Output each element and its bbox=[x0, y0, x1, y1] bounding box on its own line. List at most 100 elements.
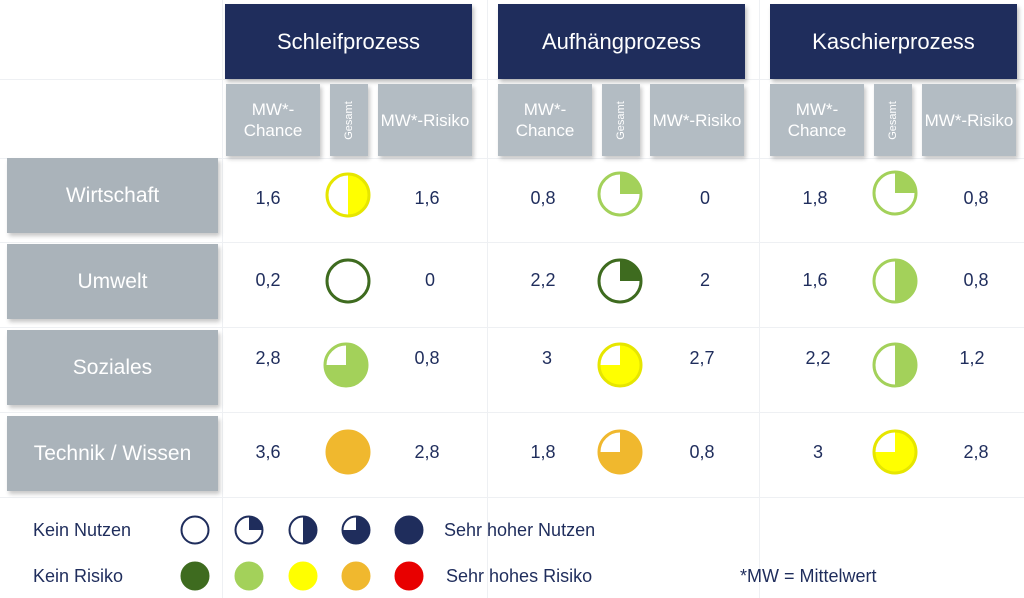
risiko-value: 0 bbox=[699, 188, 710, 208]
row-label-umwelt: Umwelt bbox=[7, 244, 218, 319]
chance-header-3: MW*-Chance bbox=[770, 84, 864, 156]
ball-fill bbox=[327, 431, 369, 473]
ball-fill bbox=[235, 562, 263, 590]
legend-risiko-dot bbox=[288, 561, 318, 591]
chance-header-1: MW*-Chance bbox=[226, 84, 320, 156]
risiko-value: 2,7 bbox=[689, 348, 715, 368]
chance-value: 1,6 bbox=[802, 270, 828, 290]
ball-outline bbox=[872, 170, 918, 216]
ball-fill bbox=[599, 431, 641, 473]
ball-outline bbox=[341, 515, 371, 545]
ball-fill bbox=[325, 344, 367, 386]
harvey-ball bbox=[323, 342, 369, 388]
ball-outline bbox=[323, 342, 369, 388]
ball-outline bbox=[872, 258, 918, 304]
legend-sehr-hohes-risiko: Sehr hohes Risiko bbox=[446, 566, 593, 586]
ball-outline bbox=[288, 515, 318, 545]
harvey-ball bbox=[325, 258, 371, 304]
ball-outline bbox=[180, 561, 210, 591]
legend-risiko-dot bbox=[341, 561, 371, 591]
ball-fill bbox=[342, 562, 370, 590]
harvey-ball bbox=[872, 429, 918, 475]
legend-nutzen-ball bbox=[341, 515, 371, 545]
ball-background bbox=[327, 260, 369, 302]
ball-outline bbox=[597, 171, 643, 217]
harvey-ball bbox=[597, 342, 643, 388]
risiko-value: 0,8 bbox=[414, 348, 440, 368]
ball-fill bbox=[599, 344, 641, 386]
legend-sehr-hoher-nutzen: Sehr hoher Nutzen bbox=[444, 520, 596, 540]
legend-kein-nutzen: Kein Nutzen bbox=[33, 520, 132, 540]
ball-fill bbox=[395, 562, 423, 590]
chance-value: 1,8 bbox=[802, 188, 828, 208]
legend-risiko-dot bbox=[180, 561, 210, 591]
ball-fill bbox=[895, 260, 916, 302]
ball-outline bbox=[325, 429, 371, 475]
chance-value: 3 bbox=[812, 442, 823, 462]
legend-kein-risiko: Kein Risiko bbox=[33, 566, 124, 586]
ball-fill bbox=[303, 516, 317, 544]
harvey-ball bbox=[872, 258, 918, 304]
legend-nutzen-ball bbox=[394, 515, 424, 545]
risiko-header-2: MW*-Risiko bbox=[650, 84, 744, 156]
process-header-schleif: Schleifprozess bbox=[225, 4, 472, 79]
chance-value: 0,8 bbox=[530, 188, 556, 208]
ball-outline bbox=[234, 561, 264, 591]
chance-value: 2,2 bbox=[805, 348, 831, 368]
ball-fill bbox=[395, 516, 423, 544]
ball-outline bbox=[341, 561, 371, 591]
harvey-ball bbox=[872, 342, 918, 388]
risiko-value: 1,6 bbox=[414, 188, 440, 208]
harvey-ball bbox=[597, 171, 643, 217]
legend-nutzen-ball bbox=[180, 515, 210, 545]
chance-value: 3,6 bbox=[255, 442, 281, 462]
ball-fill bbox=[289, 562, 317, 590]
ball-outline bbox=[394, 561, 424, 591]
ball-fill bbox=[895, 344, 916, 386]
harvey-ball bbox=[597, 429, 643, 475]
risiko-value: 2,8 bbox=[963, 442, 989, 462]
legend-nutzen-ball bbox=[288, 515, 318, 545]
ball-outline bbox=[288, 561, 318, 591]
ball-outline bbox=[597, 342, 643, 388]
ball-fill bbox=[348, 174, 369, 216]
risiko-value: 2,8 bbox=[414, 442, 440, 462]
gesamt-header-1: Gesamt bbox=[330, 84, 368, 156]
chance-value: 2,2 bbox=[530, 270, 556, 290]
harvey-ball bbox=[325, 429, 371, 475]
harvey-ball bbox=[325, 172, 371, 218]
ball-fill bbox=[620, 173, 641, 194]
ball-outline bbox=[180, 515, 210, 545]
harvey-ball bbox=[872, 170, 918, 216]
ball-outline bbox=[597, 429, 643, 475]
risiko-header-1: MW*-Risiko bbox=[378, 84, 472, 156]
gesamt-header-2: Gesamt bbox=[602, 84, 640, 156]
chance-value: 2,8 bbox=[255, 348, 281, 368]
risiko-value: 0,8 bbox=[963, 188, 989, 208]
ball-outline bbox=[872, 429, 918, 475]
ball-fill bbox=[620, 260, 641, 281]
risiko-header-3: MW*-Risiko bbox=[922, 84, 1016, 156]
ball-fill bbox=[181, 562, 209, 590]
legend-nutzen-ball bbox=[234, 515, 264, 545]
ball-outline bbox=[872, 342, 918, 388]
ball-outline bbox=[597, 258, 643, 304]
ball-fill bbox=[895, 172, 916, 193]
footnote: *MW = Mittelwert bbox=[740, 566, 877, 586]
ball-outline bbox=[234, 515, 264, 545]
chance-value: 1,6 bbox=[255, 188, 281, 208]
chance-value: 0,2 bbox=[255, 270, 281, 290]
ball-fill bbox=[249, 516, 263, 530]
risiko-value: 0 bbox=[424, 270, 435, 290]
row-label-wirtschaft: Wirtschaft bbox=[7, 158, 218, 233]
ball-fill bbox=[874, 431, 916, 473]
harvey-ball bbox=[597, 258, 643, 304]
legend-risiko-dot bbox=[234, 561, 264, 591]
row-label-technik: Technik / Wissen bbox=[7, 416, 218, 491]
process-header-aufhaeng: Aufhängprozess bbox=[498, 4, 745, 79]
ball-background bbox=[181, 516, 209, 544]
chance-value: 3 bbox=[541, 348, 552, 368]
legend-risiko-dot bbox=[394, 561, 424, 591]
ball-fill bbox=[342, 516, 370, 544]
gesamt-header-3: Gesamt bbox=[874, 84, 912, 156]
